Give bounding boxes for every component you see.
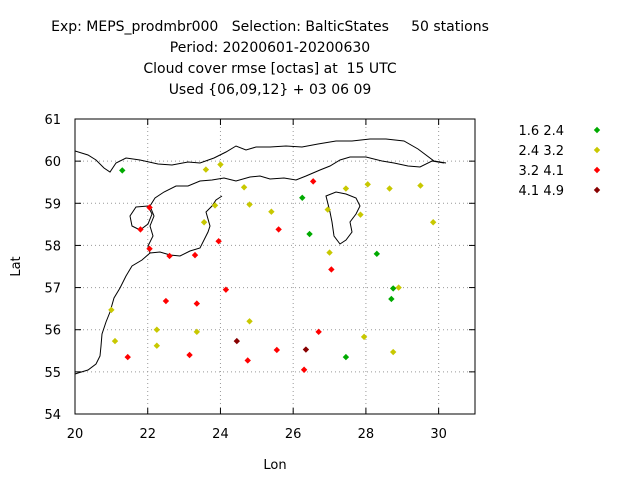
y-tick-label: 57 — [44, 282, 61, 297]
data-point-series-2 — [417, 182, 424, 189]
data-point-series-1 — [119, 167, 126, 174]
data-point-series-2 — [342, 185, 350, 192]
coastline-gulf-of-finland — [75, 138, 447, 207]
data-point-series-2 — [211, 202, 219, 209]
data-point-series-4 — [302, 346, 310, 353]
x-tick-label: 20 — [67, 427, 84, 442]
y-tick-label: 60 — [44, 155, 61, 170]
data-point-series-2 — [360, 333, 368, 341]
data-point-series-2 — [326, 249, 333, 256]
legend-marker-3 — [593, 166, 601, 174]
legend: 1.6 2.4 2.4 3.2 3.2 4.1 4.1 4.9 — [519, 124, 601, 199]
data-point-series-3 — [137, 226, 144, 233]
data-point-series-3 — [162, 297, 170, 305]
data-point-series-2 — [240, 184, 248, 191]
data-point-series-2 — [202, 166, 210, 173]
data-point-series-3 — [275, 226, 282, 233]
y-tick-label: 54 — [44, 408, 61, 423]
data-point-series-1 — [389, 285, 397, 292]
data-point-series-2 — [193, 328, 201, 336]
data-point-series-2 — [246, 318, 253, 325]
data-point-series-3 — [300, 366, 308, 373]
data-point-series-1 — [388, 295, 395, 303]
data-point-series-3 — [215, 238, 222, 245]
data-point-series-3 — [273, 346, 281, 354]
x-tick-label: 22 — [139, 427, 156, 442]
legend-label-4: 4.1 4.9 — [519, 184, 564, 199]
data-point-series-3 — [309, 178, 317, 185]
plot-frame — [74, 118, 476, 415]
legend-label-3: 3.2 4.1 — [519, 164, 564, 179]
data-point-series-2 — [200, 219, 208, 226]
data-point-series-3 — [186, 351, 193, 359]
data-point-series-2 — [429, 219, 437, 226]
title-line-2: Period: 20200601-20200630 — [169, 40, 371, 56]
data-point-series-2 — [386, 185, 393, 192]
data-point-series-1 — [306, 230, 313, 238]
data-point-series-2 — [389, 348, 397, 356]
data-point-series-2 — [364, 181, 371, 188]
x-tick-label: 30 — [430, 427, 447, 442]
data-point-series-2 — [324, 206, 331, 213]
legend-marker-4 — [593, 186, 601, 194]
y-tick-label: 59 — [44, 197, 61, 212]
data-point-series-1 — [373, 250, 381, 258]
data-point-series-2 — [395, 284, 402, 291]
coastline — [75, 138, 447, 375]
data-point-series-2 — [217, 161, 224, 168]
y-axis-label: Lat — [9, 256, 24, 276]
y-tick-label: 58 — [44, 239, 61, 254]
data-point-series-2 — [246, 201, 253, 208]
data-point-series-4 — [233, 337, 241, 345]
data-point-series-3 — [146, 245, 153, 252]
data-point-series-3 — [124, 353, 131, 361]
data-point-series-3 — [166, 252, 173, 260]
grid — [75, 119, 475, 414]
x-tick-label: 28 — [358, 427, 375, 442]
y-tick-label: 56 — [44, 324, 61, 339]
coastline-lake-peipus — [325, 191, 361, 245]
data-point-series-3 — [315, 328, 322, 336]
data-point-series-3 — [191, 251, 199, 259]
data-point-series-3 — [244, 357, 251, 364]
x-tick-label: 24 — [212, 427, 229, 442]
legend-marker-1 — [593, 126, 601, 134]
axes: 20 22 24 26 28 30 54 55 56 57 58 59 60 61 Lon Lat — [9, 113, 476, 473]
title-line-1: Exp: MEPS_prodmbr000 Selection: BalticSt… — [51, 19, 489, 35]
data-point-series-3 — [146, 204, 153, 211]
data-point-series-2 — [357, 211, 364, 218]
data-point-series-1 — [342, 353, 350, 361]
data-point-series-2 — [153, 342, 161, 349]
x-tick-label: 26 — [285, 427, 302, 442]
x-axis-label: Lon — [263, 458, 286, 473]
y-tick-label: 55 — [44, 366, 61, 381]
legend-marker-2 — [593, 146, 601, 154]
title-line-3: Cloud cover rmse [octas] at 15 UTC — [143, 61, 397, 77]
data-point-series-2 — [108, 306, 115, 314]
data-point-series-2 — [268, 208, 275, 215]
data-point-series-3 — [193, 300, 201, 307]
y-tick-label: 61 — [44, 113, 61, 128]
legend-label-2: 2.4 3.2 — [519, 144, 564, 159]
data-point-series-1 — [299, 194, 306, 202]
data-point-series-3 — [222, 286, 230, 293]
data-point-series-2 — [153, 326, 161, 333]
data-point-series-3 — [328, 266, 335, 273]
legend-label-1: 1.6 2.4 — [519, 124, 564, 139]
data-point-series-2 — [111, 337, 119, 345]
data-points — [108, 161, 437, 373]
title-line-4: Used {06,09,12} + 03 06 09 — [168, 82, 372, 98]
